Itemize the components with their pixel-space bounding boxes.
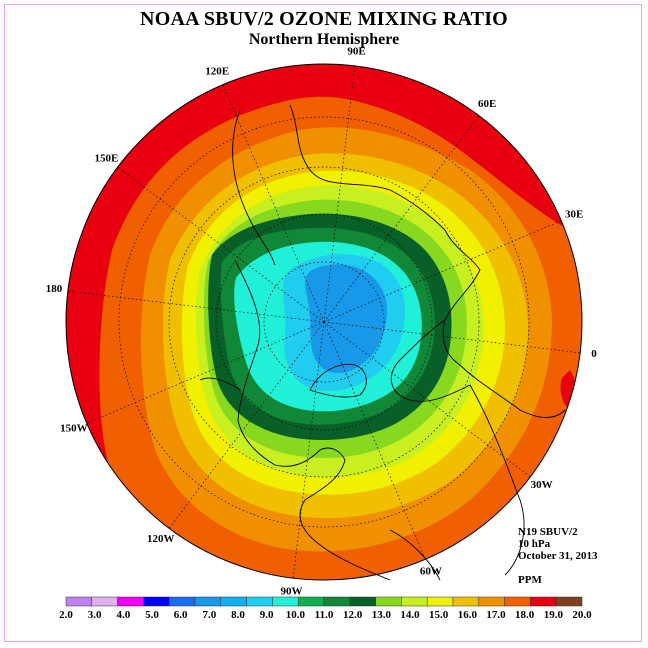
meridian-90e bbox=[323, 65, 356, 323]
lon-label-60w: 60W bbox=[420, 566, 442, 578]
longitude-labels: 90E 60E 30E 0 30W 60W 90W 120W 150W 180 150E 120E bbox=[46, 45, 598, 597]
coast-europe bbox=[390, 319, 471, 402]
lon-label-90w: 90W bbox=[280, 586, 302, 598]
legend-tick-label: 18.0 bbox=[515, 609, 535, 621]
legend-tick-label: 5.0 bbox=[145, 609, 159, 621]
legend-tick-label: 15.0 bbox=[429, 609, 449, 621]
lon-label-120e: 120E bbox=[205, 65, 229, 77]
lon-label-30e: 30E bbox=[565, 209, 583, 221]
legend-tick-label: 19.0 bbox=[544, 609, 564, 621]
ozone-contours bbox=[66, 64, 582, 580]
legend-tick-label: 9.0 bbox=[260, 609, 274, 621]
lon-label-30w: 30W bbox=[531, 479, 553, 491]
legend-tick-label: 20.0 bbox=[572, 609, 592, 621]
meridian-0 bbox=[323, 321, 581, 354]
legend-swatch bbox=[194, 596, 222, 607]
meridian-60w bbox=[323, 321, 426, 560]
pressure-level: 10 hPa bbox=[518, 538, 551, 550]
lon-label-0: 0 bbox=[591, 348, 597, 360]
map-title: NOAA SBUV/2 OZONE MIXING RATIO bbox=[140, 8, 508, 30]
contour-7-8 bbox=[305, 264, 388, 374]
legend-swatch bbox=[452, 596, 480, 607]
lon-label-180: 180 bbox=[46, 283, 63, 295]
coast-eurasia bbox=[289, 104, 566, 418]
legend-swatch bbox=[349, 596, 376, 607]
legend-swatch bbox=[530, 596, 557, 607]
meridian-90w bbox=[292, 321, 325, 579]
coastlines bbox=[199, 104, 566, 581]
coast-alaska bbox=[199, 377, 241, 391]
legend-swatch bbox=[65, 596, 93, 607]
meridian-150w bbox=[86, 321, 325, 424]
lat-circle-30 bbox=[118, 116, 530, 528]
legend-swatch bbox=[272, 596, 299, 607]
satellite-label: N19 SBUV/2 bbox=[518, 526, 578, 538]
lon-label-150w: 150W bbox=[60, 422, 88, 434]
legend-tick-label: 3.0 bbox=[88, 609, 102, 621]
meridian-30w bbox=[323, 321, 531, 478]
legend-tick-label: 11.0 bbox=[315, 609, 334, 621]
coast-greenland bbox=[309, 363, 367, 398]
date-label: October 31, 2013 bbox=[518, 550, 598, 562]
legend-swatch bbox=[375, 596, 402, 607]
legend-swatch bbox=[401, 596, 428, 607]
lat-circle-45 bbox=[168, 166, 480, 478]
color-legend: 2.0 3.0 4.0 5.0 6.0 7.0 8.0 9.0 10.0 11.0 12.0 13.0… bbox=[59, 596, 592, 621]
meridian-30e bbox=[323, 220, 562, 323]
lat-circle-75 bbox=[263, 261, 385, 383]
legend-swatch bbox=[297, 596, 325, 607]
latitude-circles bbox=[118, 116, 530, 528]
legend-tick-label: 8.0 bbox=[231, 609, 245, 621]
legend-swatch bbox=[504, 596, 531, 607]
meridian-150e bbox=[117, 166, 325, 323]
legend-tick-label: 2.0 bbox=[59, 609, 73, 621]
legend-swatch bbox=[168, 596, 196, 607]
legend-tick-label: 7.0 bbox=[202, 609, 216, 621]
legend-swatch bbox=[143, 596, 170, 607]
legend-swatch bbox=[323, 596, 351, 607]
lon-label-150e: 150E bbox=[94, 152, 118, 164]
legend-swatch bbox=[91, 596, 118, 607]
legend-swatch bbox=[555, 596, 583, 607]
lon-label-120w: 120W bbox=[147, 533, 175, 545]
coast-africa bbox=[469, 384, 525, 576]
legend-tick-label: 6.0 bbox=[174, 609, 188, 621]
figure-frame bbox=[4, 4, 642, 642]
coast-south-america bbox=[389, 529, 441, 581]
coast-north-america bbox=[234, 259, 391, 581]
info-block: N19 SBUV/2 10 hPa October 31, 2013 bbox=[518, 526, 598, 562]
legend-tick-label: 10.0 bbox=[286, 609, 306, 621]
meridian-120w bbox=[168, 321, 325, 529]
legend-swatch bbox=[478, 596, 505, 607]
lat-circle-60 bbox=[215, 213, 433, 431]
meridian-180 bbox=[67, 290, 325, 323]
lon-label-60e: 60E bbox=[478, 98, 496, 110]
meridian-120e bbox=[222, 84, 325, 323]
coast-asia-east bbox=[232, 109, 276, 266]
units-label: PPM bbox=[518, 574, 542, 586]
legend-tick-label: 14.0 bbox=[400, 609, 420, 621]
legend-tick-label: 4.0 bbox=[116, 609, 130, 621]
legend-tick-label: 12.0 bbox=[343, 609, 363, 621]
lon-label-90e: 90E bbox=[347, 45, 365, 57]
legend-swatch bbox=[220, 596, 247, 607]
legend-tick-label: 16.0 bbox=[458, 609, 478, 621]
legend-swatch bbox=[246, 596, 273, 607]
map-subtitle: Northern Hemisphere bbox=[248, 31, 400, 48]
map-border bbox=[65, 63, 583, 581]
legend-tick-label: 13.0 bbox=[372, 609, 392, 621]
meridian-60e bbox=[323, 115, 480, 323]
meridian-lines bbox=[67, 65, 581, 579]
legend-swatch bbox=[426, 596, 454, 607]
legend-tick-label: 17.0 bbox=[486, 609, 506, 621]
legend-swatch bbox=[117, 596, 144, 607]
